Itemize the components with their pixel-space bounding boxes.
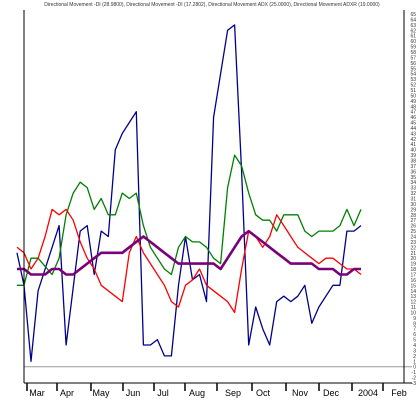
y-tick-label: 13 <box>410 294 416 300</box>
y-tick-label: 24 <box>410 234 416 240</box>
y-tick-label: 11 <box>411 305 416 311</box>
y-tick-label: 46 <box>410 115 416 121</box>
series-line <box>16 208 362 314</box>
y-tick-label: 31 <box>410 197 416 203</box>
x-axis-ticks: Mar Apr May Jun Jul Aug Sep Oct Nov Dec 2004 Feb <box>26 383 407 398</box>
y-tick-label: 17 <box>410 272 416 278</box>
y-tick-label: 59 <box>410 45 416 51</box>
y-tick-label: 1 <box>413 359 416 365</box>
y-tick-label: 38 <box>410 159 416 165</box>
y-tick-label: -3 <box>412 381 417 387</box>
y-tick-label: 49 <box>410 99 416 105</box>
y-tick-label: 15 <box>410 283 416 289</box>
series-line <box>17 229 361 276</box>
y-tick-label: 30 <box>410 202 416 208</box>
y-tick-label: 10 <box>410 310 416 316</box>
y-tick-label: -1 <box>412 370 417 376</box>
y-tick-label: 21 <box>410 251 416 257</box>
y-tick-label: 4 <box>413 343 416 349</box>
x-tick-label: Apr <box>60 388 74 398</box>
x-tick-label: Feb <box>391 388 407 398</box>
y-tick-label: 14 <box>410 289 416 295</box>
x-tick-label: Sep <box>225 388 241 398</box>
x-tick-label: Dec <box>323 388 340 398</box>
y-tick-label: 25 <box>410 229 416 235</box>
y-tick-label: 19 <box>410 262 416 268</box>
y-tick-label: 16 <box>410 278 416 284</box>
y-tick-label: 6 <box>413 332 416 338</box>
y-tick-label: 35 <box>410 175 416 181</box>
y-tick-label: 45 <box>410 121 416 127</box>
y-tick-label: 0 <box>413 365 416 371</box>
y-tick-label: 63 <box>410 23 416 29</box>
y-tick-label: 61 <box>410 34 416 40</box>
y-tick-label: 34 <box>410 180 416 186</box>
x-tick-label: Oct <box>256 388 271 398</box>
chart-title: Directional Movement -DI (28.9800), Dire… <box>44 2 380 8</box>
y-tick-label: 51 <box>410 88 416 94</box>
y-tick-label: 29 <box>410 207 416 213</box>
x-tick-label: Mar <box>29 388 45 398</box>
x-tick-label: 2004 <box>358 388 378 398</box>
y-tick-label: 52 <box>410 83 416 89</box>
y-tick-label: 37 <box>410 164 416 170</box>
y-tick-label: 42 <box>410 137 416 143</box>
y-tick-label: 58 <box>410 50 416 56</box>
x-tick-label: Nov <box>292 388 309 398</box>
y-tick-label: 5 <box>413 338 416 344</box>
y-tick-label: 36 <box>410 169 416 175</box>
y-tick-label: 55 <box>410 66 416 72</box>
y-tick-label: 22 <box>410 245 416 251</box>
y-tick-label: 43 <box>410 131 416 137</box>
y-tick-label: 3 <box>413 348 416 354</box>
y-tick-label: 44 <box>410 126 416 132</box>
y-tick-label: 41 <box>410 142 416 148</box>
x-tick-label: Jul <box>157 388 169 398</box>
y-tick-label: 65 <box>410 12 416 18</box>
y-tick-label: 12 <box>410 300 416 306</box>
y-tick-label: 40 <box>410 148 416 154</box>
y-tick-label: 32 <box>410 191 416 197</box>
y-tick-label: 47 <box>410 110 416 116</box>
y-tick-label: 7 <box>413 327 416 333</box>
y-tick-label: -2 <box>412 376 417 382</box>
plot-area <box>16 24 412 368</box>
y-tick-label: 39 <box>410 153 416 159</box>
y-tick-label: 23 <box>410 240 416 246</box>
y-tick-label: 9 <box>413 316 416 322</box>
y-tick-label: 2 <box>413 354 416 360</box>
y-tick-label: 60 <box>410 39 416 45</box>
y-tick-label: 54 <box>410 72 416 78</box>
y-axis-ticks: -3-2-10123456789101112131415161718192021… <box>410 12 416 387</box>
series-lines <box>16 24 362 362</box>
y-tick-label: 27 <box>410 218 416 224</box>
y-tick-label: 50 <box>410 93 416 99</box>
y-tick-label: 33 <box>410 186 416 192</box>
series-line <box>17 154 362 286</box>
y-tick-label: 48 <box>410 104 416 110</box>
y-tick-label: 64 <box>410 17 416 23</box>
y-tick-label: 56 <box>410 61 416 67</box>
y-tick-label: 28 <box>410 213 416 219</box>
x-tick-label: Jun <box>126 388 141 398</box>
y-tick-label: 57 <box>410 55 416 61</box>
y-tick-label: 8 <box>413 321 416 327</box>
y-tick-label: 20 <box>410 256 416 262</box>
y-tick-label: 53 <box>410 77 416 83</box>
axes <box>23 10 412 384</box>
y-tick-label: 18 <box>410 267 416 273</box>
y-tick-label: 26 <box>410 224 416 230</box>
x-tick-label: Aug <box>189 388 205 398</box>
x-tick-label: May <box>92 388 110 398</box>
y-tick-label: 62 <box>410 28 416 34</box>
